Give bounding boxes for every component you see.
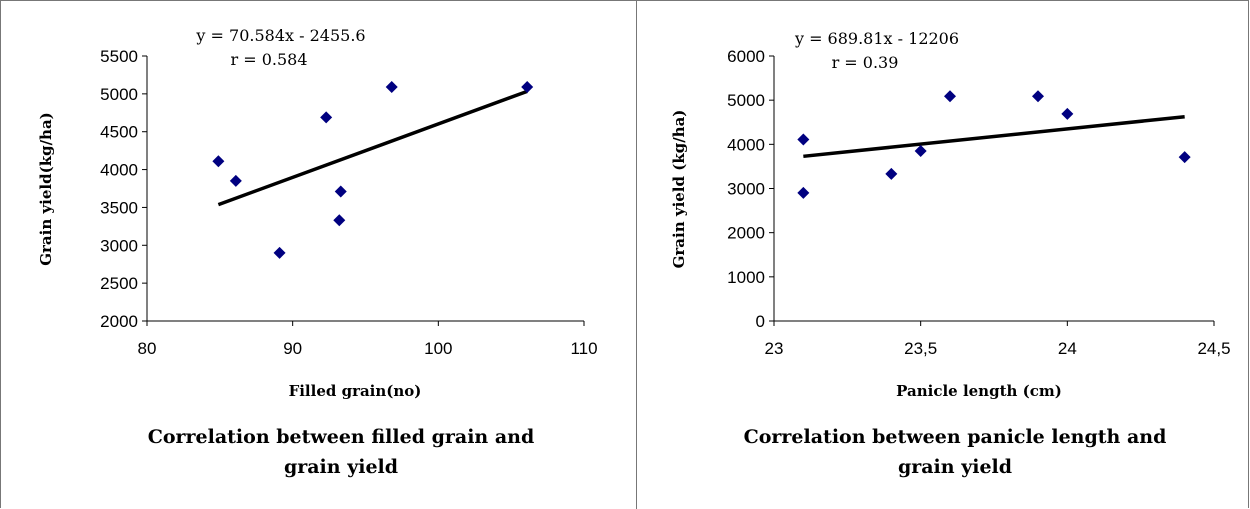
correlation-label: r = 0.584 [230,50,307,69]
data-point [914,144,927,157]
y-tick-label: 2000 [100,312,138,331]
x-tick-label: 100 [424,339,452,358]
regression-equation: y = 70.584x - 2455.6 [195,26,365,45]
trendline [217,89,528,207]
y-tick-label: 5000 [727,91,765,110]
x-tick-label: 24 [1058,339,1077,358]
data-point [1032,90,1044,103]
chart-caption-line-1: Correlation between filled grain and [148,426,535,448]
x-tick-label: 23,5 [904,339,937,358]
y-tick-label: 5500 [100,47,138,66]
data-point [885,167,898,180]
data-point [944,90,956,103]
data-point [1178,151,1191,164]
y-tick-label: 3500 [100,198,138,217]
y-tick-label: 4500 [100,123,138,142]
x-tick-label: 23 [765,339,784,358]
x-axis-label: Panicle length (cm) [896,382,1062,400]
y-tick-label: 3000 [727,180,765,199]
data-point [1061,107,1074,120]
data-point [385,81,398,94]
correlation-label: r = 0.39 [832,53,899,72]
data-point [229,174,242,187]
data-point [334,185,347,198]
x-axis-label: Filled grain(no) [289,382,422,400]
regression-equation: y = 689.81x - 12206 [794,29,959,48]
x-tick-label: 110 [570,339,597,358]
y-tick-label: 1000 [727,268,765,287]
x-tick-label: 90 [283,339,302,358]
chart-caption-line-2: grain yield [898,456,1012,478]
y-axis-label: Grain yield(kg/ha) [37,112,55,266]
chart-caption-line-1: Correlation between panicle length and [744,426,1167,448]
data-point [273,246,286,259]
plot-area: 0 1000 2000 3000 4000 5000 6000 23 23,5 24 24,5 [727,47,1230,358]
chart-caption-line-2: grain yield [284,456,398,478]
y-tick-label: 5000 [100,85,138,104]
data-point [521,81,534,94]
data-point [797,186,810,199]
y-tick-label: 0 [756,312,765,331]
trendline [803,114,1185,159]
plot-area: 2000 2500 3000 3500 4000 4500 5000 5500 80 90 100 1… [100,47,597,358]
chart-panicle-length: 0 1000 2000 3000 4000 5000 6000 23 23,5 24 24,5 y … [670,29,1231,478]
y-tick-label: 4000 [100,161,138,180]
y-axis-label: Grain yield (kg/ha) [670,110,688,269]
y-tick-label: 6000 [727,47,765,66]
chart-filled-grain: 2000 2500 3000 3500 4000 4500 5000 5500 80 90 100 1… [37,26,598,478]
data-point [797,133,810,146]
y-tick-label: 2000 [727,224,765,243]
x-tick-label: 24,5 [1197,339,1230,358]
data-point [320,111,333,124]
y-tick-label: 4000 [727,135,765,154]
data-point [333,214,346,227]
x-tick-label: 80 [138,339,157,358]
y-tick-label: 3000 [100,236,138,255]
panel-divider [636,0,637,509]
y-tick-label: 2500 [100,274,138,293]
data-point [212,155,225,168]
